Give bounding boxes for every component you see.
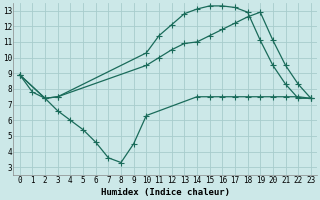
X-axis label: Humidex (Indice chaleur): Humidex (Indice chaleur) (101, 188, 230, 197)
